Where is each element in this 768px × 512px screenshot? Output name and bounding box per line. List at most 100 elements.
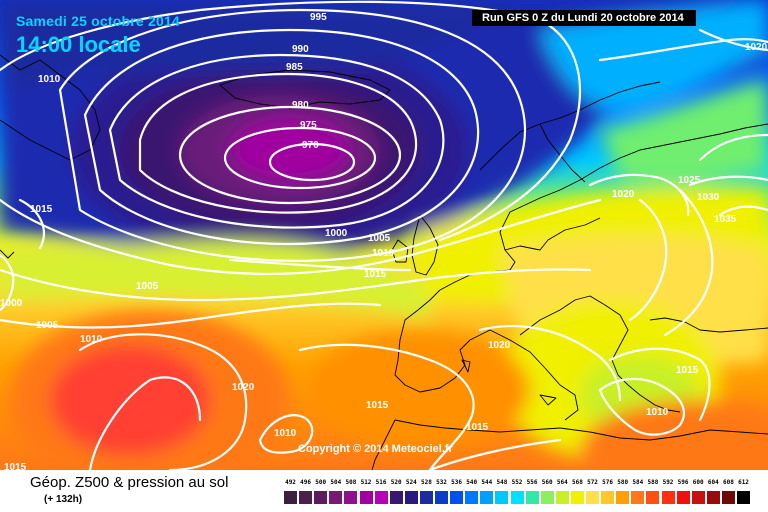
scale-swatch (344, 491, 358, 504)
scale-swatch (510, 491, 524, 504)
scale-step: 556 (525, 476, 539, 506)
pressure-label: 985 (286, 62, 303, 73)
scale-tick-label: 604 (707, 479, 719, 486)
scale-tick-label: 600 (692, 479, 704, 486)
scale-tick-label: 528 (420, 479, 432, 486)
scale-step: 596 (676, 476, 690, 506)
scale-step: 612 (737, 476, 750, 506)
scale-tick-label: 524 (405, 479, 417, 486)
pressure-label: 975 (300, 120, 317, 131)
scale-tick-label: 608 (722, 479, 734, 486)
scale-tick-label: 560 (541, 479, 553, 486)
pressure-label: 1000 (0, 298, 23, 309)
pressure-label: 1015 (366, 400, 389, 411)
pressure-label: 1010 (80, 334, 103, 345)
scale-tick-label: 512 (360, 479, 372, 486)
scale-step: 532 (435, 476, 448, 506)
pressure-label: 1035 (714, 214, 737, 225)
scale-tick-label: 544 (481, 479, 493, 486)
scale-tick-label: 564 (556, 479, 568, 486)
scale-step: 568 (570, 476, 584, 506)
scale-tick-label: 580 (617, 479, 629, 486)
pressure-label: 1015 (676, 365, 699, 376)
scale-step: 496 (299, 476, 313, 506)
scale-swatch (284, 491, 297, 504)
pressure-label: 1005 (368, 233, 391, 244)
pressure-label: 1025 (678, 175, 701, 186)
scale-tick-label: 520 (390, 479, 402, 486)
pressure-label: 1020 (488, 340, 511, 351)
scale-swatch (661, 491, 675, 504)
scale-step: 516 (374, 476, 388, 506)
scale-tick-label: 504 (330, 479, 342, 486)
geopotential-map: 995 990 985 980 975 970 1010 1020 1015 1… (0, 0, 768, 470)
scale-tick-label: 588 (647, 479, 659, 486)
forecast-lead-time: (+ 132h) (44, 494, 83, 505)
scale-swatch (435, 491, 448, 504)
pressure-label: 970 (302, 140, 319, 151)
scale-step: 552 (510, 476, 524, 506)
scale-swatch (570, 491, 584, 504)
scale-tick-label: 612 (738, 479, 749, 486)
scale-swatch (404, 491, 418, 504)
scale-tick-label: 496 (300, 479, 312, 486)
scale-step: 492 (284, 476, 297, 506)
scale-swatch (389, 491, 403, 504)
scale-step: 608 (721, 476, 735, 506)
scale-tick-label: 540 (466, 479, 478, 486)
scale-swatch (721, 491, 735, 504)
copyright-notice: Copyright © 2014 Meteociel.fr (298, 443, 453, 455)
scale-tick-label: 596 (677, 479, 689, 486)
scale-step: 544 (480, 476, 494, 506)
scale-swatch (601, 491, 615, 504)
scale-step: 572 (586, 476, 599, 506)
scale-step: 500 (314, 476, 328, 506)
scale-swatch (329, 491, 343, 504)
scale-step: 512 (359, 476, 373, 506)
scale-tick-label: 584 (632, 479, 644, 486)
z500-colour-field (0, 0, 768, 470)
scale-tick-label: 552 (511, 479, 523, 486)
pressure-label: 995 (310, 12, 327, 23)
forecast-time: 14:00 locale (16, 32, 141, 57)
scale-step: 520 (389, 476, 403, 506)
scale-swatch (631, 491, 645, 504)
pressure-label: 1015 (30, 204, 53, 215)
scale-swatch (540, 491, 554, 504)
scale-step: 536 (450, 476, 464, 506)
scale-tick-label: 592 (662, 479, 674, 486)
scale-swatch (450, 491, 464, 504)
scale-step: 592 (661, 476, 675, 506)
scale-swatch (706, 491, 720, 504)
scale-step: 560 (540, 476, 554, 506)
scale-tick-label: 516 (375, 479, 387, 486)
pressure-label: 1010 (274, 428, 297, 439)
pressure-label: 1010 (646, 407, 669, 418)
scale-swatch (616, 491, 630, 504)
scale-tick-label: 568 (571, 479, 583, 486)
pressure-label: 980 (292, 100, 309, 111)
scale-step: 576 (601, 476, 615, 506)
scale-step: 600 (691, 476, 705, 506)
scale-swatch (737, 491, 750, 504)
scale-tick-label: 556 (526, 479, 538, 486)
pressure-label: 1020 (232, 382, 255, 393)
scale-swatch (314, 491, 328, 504)
pressure-label: 1010 (372, 248, 395, 259)
scale-step: 528 (419, 476, 433, 506)
scale-tick-label: 492 (285, 479, 296, 486)
pressure-label: 1005 (36, 320, 59, 331)
scale-step: 584 (631, 476, 645, 506)
model-run-info: Run GFS 0 Z du Lundi 20 octobre 2014 (472, 10, 696, 26)
scale-tick-label: 500 (315, 479, 327, 486)
pressure-label: 1015 (364, 269, 387, 280)
scale-step: 588 (646, 476, 660, 506)
pressure-labels: 995 990 985 980 975 970 1010 1020 1015 1… (0, 12, 768, 470)
scale-step: 564 (555, 476, 569, 506)
scale-swatch (299, 491, 313, 504)
pressure-label: 1010 (38, 74, 61, 85)
scale-tick-label: 532 (436, 479, 447, 486)
scale-tick-label: 576 (602, 479, 614, 486)
legend-title: Géop. Z500 & pression au sol (30, 474, 229, 491)
